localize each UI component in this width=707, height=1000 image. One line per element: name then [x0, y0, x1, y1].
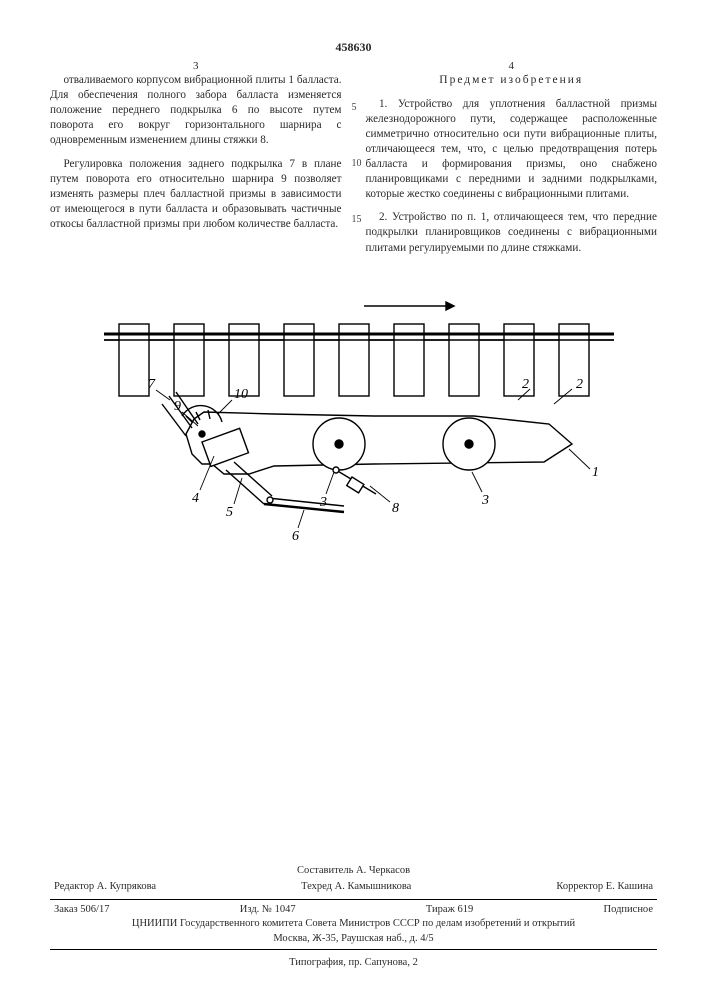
right-paragraph-1: 1. Устройство для уплотнения балластной …: [366, 97, 658, 203]
fig-label-7: 7: [148, 377, 156, 392]
col-number-right: 4: [509, 59, 515, 74]
subscription: Подписное: [604, 903, 653, 917]
typography-credit: Типография, пр. Сапунова, 2: [50, 956, 657, 970]
col-number-left: 3: [193, 59, 199, 74]
publishing-org: ЦНИИПИ Государственного комитета Совета …: [50, 917, 657, 931]
line-number-5: 5: [352, 101, 357, 115]
right-paragraph-2: 2. Устройство по п. 1, отличающееся тем,…: [366, 210, 658, 255]
techred-credit: Техред А. Камышникова: [301, 880, 411, 894]
line-number-15: 15: [352, 213, 362, 227]
column-left: 3 отваливаемого корпусом вибрационной пл…: [50, 73, 342, 264]
circulation: Тираж 619: [426, 903, 473, 917]
corrector-credit: Корректор Е. Кашина: [556, 880, 653, 894]
fig-label-3a: 3: [319, 495, 327, 510]
publication-footer: Составитель А. Черкасов Редактор А. Купр…: [50, 864, 657, 970]
fig-label-3b: 3: [481, 493, 489, 508]
left-paragraph-2: Регулировка положения заднего подкрылка …: [50, 157, 342, 233]
order-number: Заказ 506/17: [54, 903, 109, 917]
fig-label-9: 9: [174, 399, 181, 414]
fig-label-2a: 2: [576, 377, 583, 392]
fig-label-8: 8: [392, 501, 399, 516]
technical-diagram: 1 2 2 3 3 4 5 6 7 8 9 10: [50, 294, 657, 554]
fig-label-1: 1: [592, 465, 599, 480]
fig-label-4: 4: [192, 491, 199, 506]
left-paragraph-1: отваливаемого корпусом вибрационной плит…: [50, 73, 342, 149]
fig-label-10: 10: [234, 387, 248, 402]
text-columns: 3 отваливаемого корпусом вибрационной пл…: [50, 73, 657, 264]
publishing-address: Москва, Ж-35, Раушская наб., д. 4/5: [50, 932, 657, 946]
fig-label-6: 6: [292, 529, 299, 544]
column-right: 4 5 10 15 Предмет изобретения 1. Устройс…: [366, 73, 658, 264]
editor-credit: Редактор А. Купрякова: [54, 880, 156, 894]
patent-page: 458630 3 отваливаемого корпусом вибрацио…: [0, 0, 707, 1000]
line-number-10: 10: [352, 157, 362, 171]
document-number: 458630: [50, 40, 657, 55]
subject-title: Предмет изобретения: [366, 73, 658, 89]
fig-label-2b: 2: [522, 377, 529, 392]
fig-label-5: 5: [226, 505, 233, 520]
composer-credit: Составитель А. Черкасов: [50, 864, 657, 878]
edition-number: Изд. № 1047: [240, 903, 296, 917]
